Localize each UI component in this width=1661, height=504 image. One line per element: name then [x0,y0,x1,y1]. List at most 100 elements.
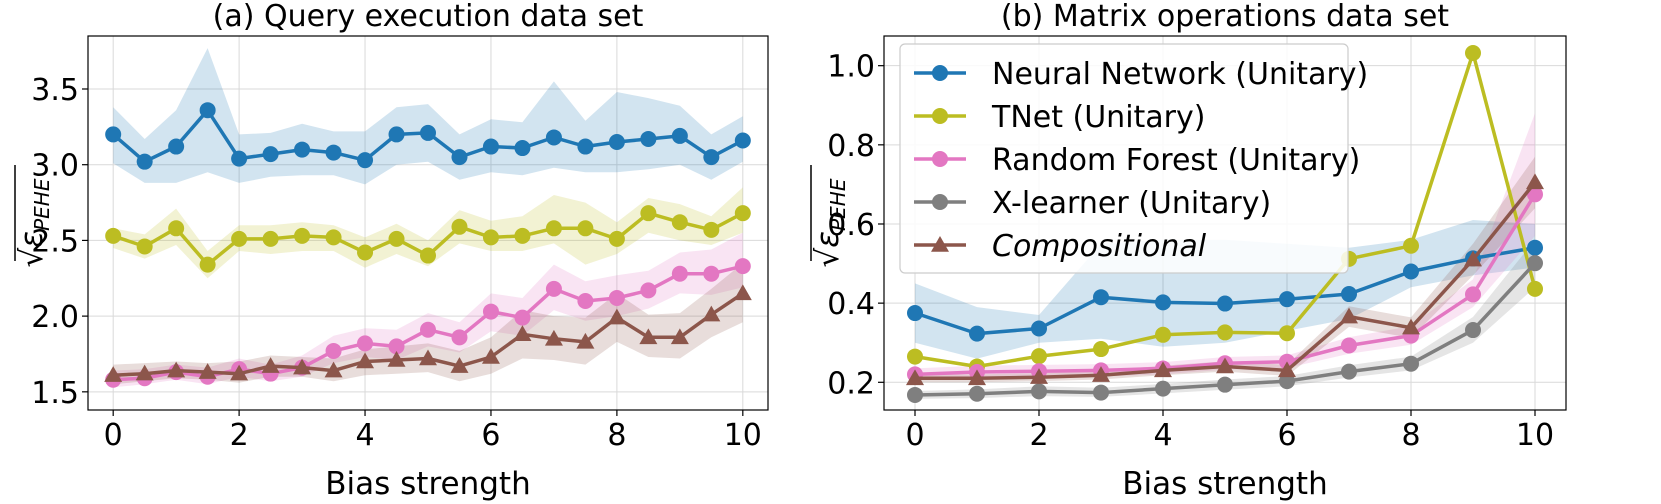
y-axis-label-sub: PEHE [826,178,850,231]
data-point-tnet [294,227,311,244]
data-point-xl [969,385,985,402]
data-point-nn [482,138,499,155]
data-point-tnet [703,221,720,238]
data-point-comp [104,366,123,382]
data-point-rf [1341,337,1357,354]
data-point-comp [1092,366,1110,382]
data-point-xl [1155,380,1171,397]
data-point-comp [639,328,658,345]
data-point-tnet [514,227,531,244]
data-point-comp [906,369,924,386]
y-tick-label: 2.0 [31,300,79,335]
legend-label-rf: Random Forest (Unitary) [992,143,1360,178]
x-tick-label: 0 [905,418,924,453]
data-point-nn [907,305,923,322]
confidence-band-tnet [113,187,743,279]
data-point-tnet [482,229,499,246]
data-point-nn [388,126,405,143]
data-point-tnet [420,247,436,264]
legend: Neural Network (Unitary) TNet (Unitary) Ra… [899,43,1368,274]
y-tick-label: 0.8 [827,129,875,164]
data-point-nn [451,149,468,166]
data-point-nn [294,141,311,158]
data-point-nn [1093,289,1109,306]
plot-area [906,45,1544,403]
data-point-nn [136,153,153,170]
x-tick-label: 6 [481,418,500,453]
axes-frame [87,35,769,411]
data-point-comp [1278,361,1296,378]
data-point-rf [703,265,720,282]
data-point-nn [608,133,625,150]
data-point-nn [640,130,657,147]
data-point-tnet [577,220,594,237]
data-point-comp [670,328,689,345]
confidence-band-nn [915,220,1535,359]
y-axis-label-base: ε [14,231,50,248]
panel-matrix-operations: 0 2 4 6 8 10 0.2 0.4 0.6 0.8 1.0 (b) Matrix operati… [810,0,1567,502]
data-point-rf [608,289,625,306]
x-tick-label: 10 [724,418,762,453]
data-point-tnet [1155,326,1171,343]
data-point-comp [702,305,721,322]
y-axis-label-sub: PEHE [30,178,54,231]
data-point-rf [734,258,751,275]
y-tick-label: 2.5 [31,224,79,259]
y-axis-label-text: √εPEHE [810,178,850,267]
data-point-tnet [325,229,342,246]
data-point-comp [450,357,469,373]
data-point-nn [1279,291,1295,308]
data-point-xl [1465,322,1481,339]
data-point-rf [514,309,531,326]
data-point-tnet [388,230,405,247]
data-point-comp [481,348,500,364]
data-point-comp [1402,318,1420,335]
legend-box [899,43,1349,274]
data-point-tnet [1279,325,1295,342]
panel-query-execution: 0 2 4 6 8 10 1.5 2.0 2.5 3.0 3.5 (a) Query executio… [14,0,769,502]
data-point-nn [262,146,279,163]
data-point-comp [135,364,154,381]
data-point-comp [419,349,437,366]
y-axis-label-root: √ [14,247,50,267]
data-point-xl [1093,384,1109,401]
data-point-nn [1155,294,1171,311]
data-point-comp [167,361,186,378]
x-tick-label: 0 [104,418,123,453]
y-tick-label: 0.2 [827,366,875,401]
data-point-xl [1527,255,1543,272]
data-point-tnet [262,230,279,247]
x-tick-label: 2 [1029,418,1048,453]
data-point-rf [577,292,594,309]
data-point-xl [1403,355,1419,372]
data-point-comp [1340,307,1358,324]
grid-lines [88,36,768,410]
data-point-nn [734,132,751,149]
data-point-tnet [199,256,216,273]
x-tick-label: 10 [1516,418,1554,453]
data-point-nn [514,140,531,157]
data-point-comp [1154,361,1172,378]
data-point-nn [105,126,122,143]
data-point-xl [1217,376,1233,393]
data-point-tnet [357,244,374,261]
x-tick-label: 6 [1277,418,1296,453]
x-tick-label: 4 [355,418,374,453]
data-point-nn [231,150,248,167]
data-point-tnet [1403,237,1419,254]
data-point-tnet [451,218,468,235]
data-point-tnet [734,205,751,222]
chart-title: (b) Matrix operations data set [1001,0,1449,34]
y-tick-label: 1.5 [31,376,79,411]
data-point-rf [671,265,688,282]
x-tick-label: 8 [607,418,626,453]
legend-label-xl: X-learner (Unitary) [992,186,1271,221]
confidence-band-comp [915,156,1535,383]
data-point-tnet [545,220,562,237]
data-point-tnet [640,205,657,222]
y-axis-label-text: √εPEHE [14,178,54,267]
y-tick-label: 0.4 [827,287,875,322]
data-point-rf [1465,286,1481,303]
data-point-comp [576,332,595,349]
